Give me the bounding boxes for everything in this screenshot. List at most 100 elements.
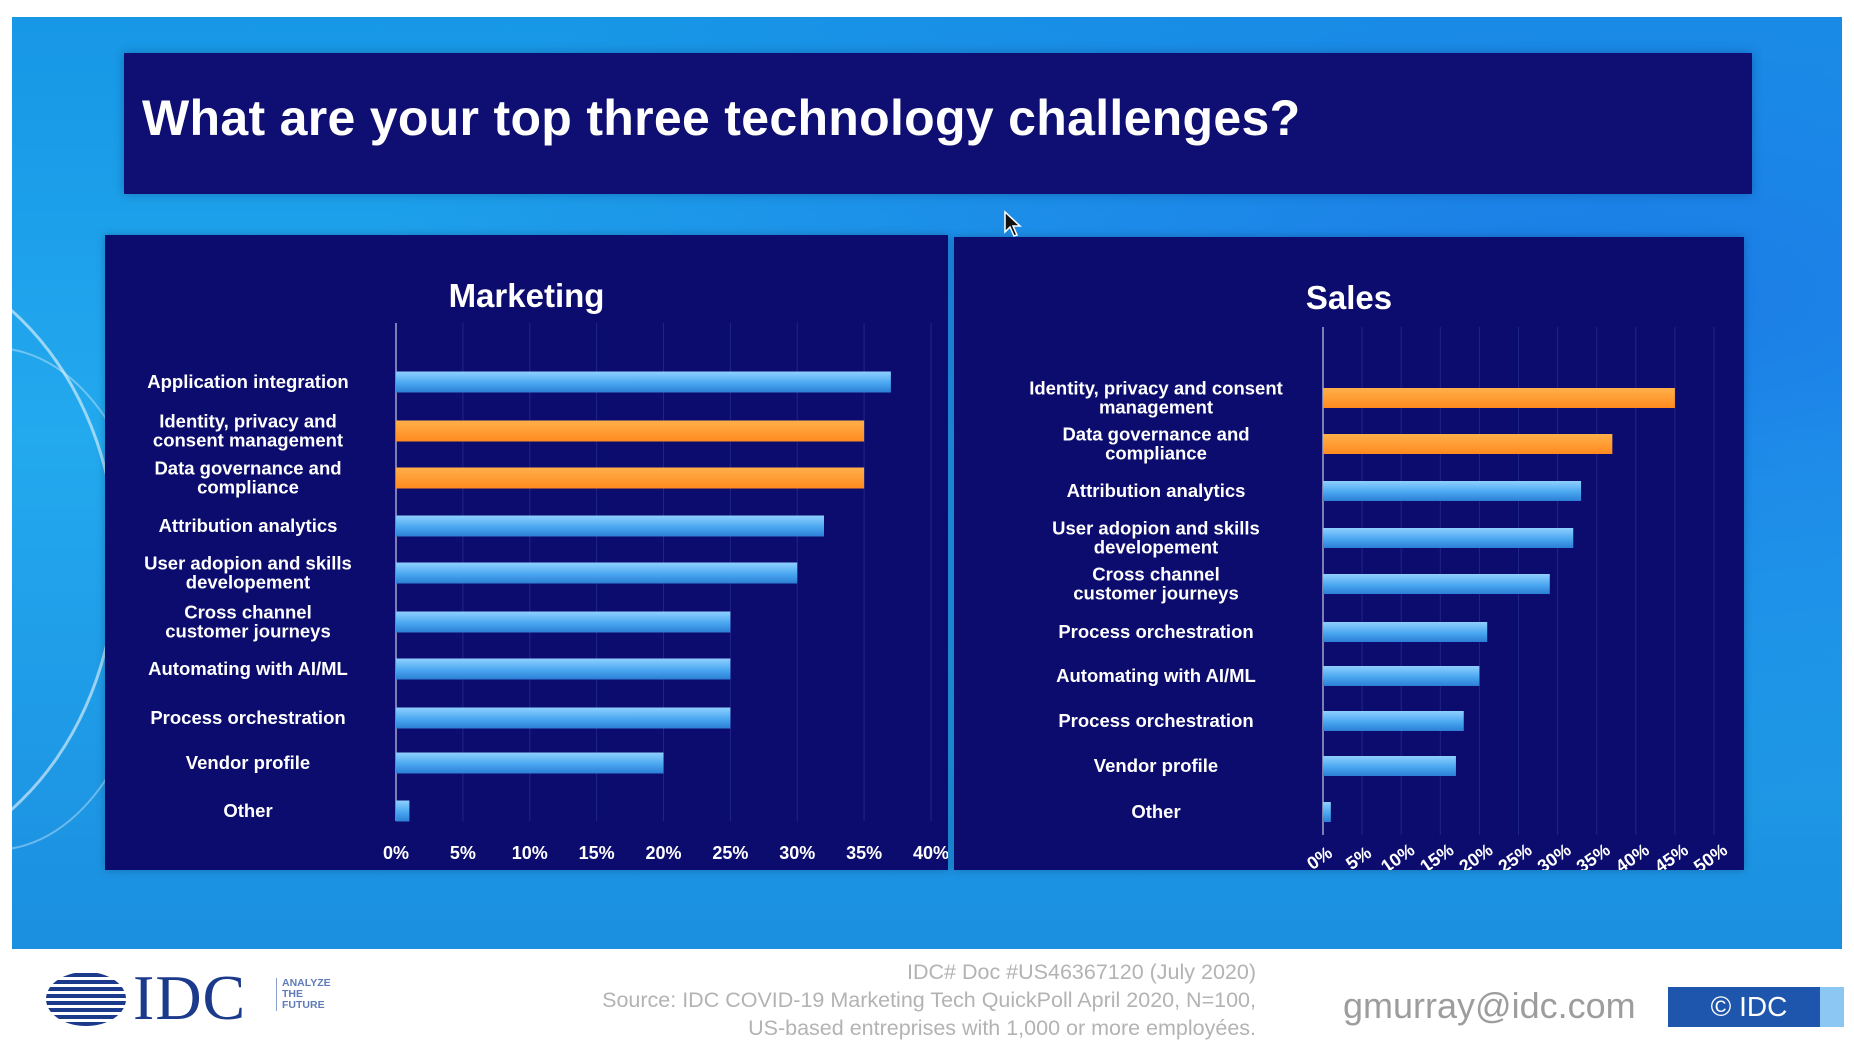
category-label: Process orchestration	[1058, 710, 1253, 731]
category-label: Attribution analytics	[1067, 480, 1246, 501]
category-label: Identity, privacy and consent management	[1029, 378, 1283, 418]
category-label: Identity, privacy and consent management	[153, 411, 343, 451]
x-tick-label: 50%	[1690, 840, 1731, 870]
bar	[1323, 434, 1613, 454]
bar	[1323, 388, 1675, 408]
slide-title: What are your top three technology chall…	[142, 90, 1301, 146]
category-label-line: customer journeys	[165, 621, 331, 642]
category-label-line: Identity, privacy and consent	[1029, 378, 1283, 399]
x-tick-label: 0%	[1303, 842, 1336, 870]
category-label-line: Attribution analytics	[1067, 480, 1246, 501]
category-label-line: Cross channel	[184, 602, 312, 623]
category-label: Automating with AI/ML	[1056, 665, 1256, 686]
copyright-badge-edge	[1820, 987, 1844, 1027]
category-label-line: Data governance and	[1062, 424, 1249, 445]
document-id: IDC# Doc #US46367120 (July 2020)	[907, 960, 1256, 984]
idc-logo-text: IDC	[133, 962, 247, 1033]
x-tick-label: 20%	[1455, 840, 1496, 870]
bar	[1323, 574, 1550, 594]
copyright-badge: © IDC	[1668, 987, 1830, 1027]
category-label-line: User adopion and skills	[144, 553, 352, 574]
sales-bar-chart: Identity, privacy and consent management D…	[1029, 327, 1731, 870]
bar	[1323, 802, 1331, 822]
x-tick-label: 15%	[1416, 840, 1457, 870]
source-line-2: US-based entreprises with 1,000 or more …	[748, 1016, 1256, 1040]
bar	[396, 467, 865, 489]
bar	[1323, 481, 1582, 501]
marketing-chart-title: Marketing	[448, 277, 605, 314]
category-label-line: Automating with AI/ML	[148, 658, 348, 679]
category-label: Cross channel customer journeys	[165, 602, 331, 642]
x-tick-label: 10%	[1377, 840, 1418, 870]
bar	[1323, 666, 1480, 686]
bar	[396, 707, 731, 729]
mouse-cursor-icon	[1004, 210, 1022, 237]
category-label-line: customer journeys	[1073, 583, 1239, 604]
bar	[396, 611, 731, 633]
category-label: User adopion and skills developement	[1052, 518, 1260, 558]
category-label-line: Identity, privacy and	[159, 411, 337, 432]
x-tick-label: 40%	[913, 843, 948, 863]
category-label-line: developement	[1094, 537, 1218, 558]
bar	[396, 658, 731, 680]
category-label-line: Other	[223, 800, 272, 821]
x-tick-label: 0%	[383, 843, 409, 863]
category-label-line: Process orchestration	[150, 707, 345, 728]
x-tick-label: 5%	[450, 843, 476, 863]
sales-chart-title: Sales	[1305, 279, 1393, 316]
bar	[396, 371, 891, 393]
category-label-line: developement	[186, 572, 310, 593]
category-label-line: Cross channel	[1092, 564, 1220, 585]
category-label-line: Vendor profile	[1094, 755, 1218, 776]
category-label: Other	[1131, 801, 1180, 822]
category-label-line: management	[1099, 397, 1213, 418]
category-label: Attribution analytics	[159, 515, 338, 536]
x-tick-label: 25%	[712, 843, 748, 863]
category-label-line: Process orchestration	[1058, 621, 1253, 642]
bar	[1323, 756, 1456, 776]
category-label: Data governance and compliance	[154, 458, 341, 498]
category-label-line: Other	[1131, 801, 1180, 822]
category-label: Application integration	[147, 371, 348, 392]
bar	[396, 752, 664, 774]
x-tick-label: 40%	[1612, 840, 1653, 870]
category-label-line: Process orchestration	[1058, 710, 1253, 731]
category-label: Vendor profile	[186, 752, 310, 773]
title-bar: What are your top three technology chall…	[124, 53, 1752, 194]
x-tick-label: 35%	[1573, 840, 1614, 870]
x-tick-label: 30%	[779, 843, 815, 863]
marketing-chart-panel: Marketing Application integration Identit…	[105, 235, 948, 870]
category-label: Automating with AI/ML	[148, 658, 348, 679]
idc-tagline: ANALYZE THE FUTURE	[276, 978, 342, 1011]
bar	[396, 515, 824, 537]
category-label: Process orchestration	[1058, 621, 1253, 642]
category-label-line: Data governance and	[154, 458, 341, 479]
category-label-line: Application integration	[147, 371, 348, 392]
tagline-line: FUTURE	[282, 999, 325, 1011]
bar	[1323, 622, 1488, 642]
x-tick-label: 5%	[1342, 842, 1375, 870]
bar	[1323, 711, 1464, 731]
x-tick-label: 35%	[846, 843, 882, 863]
sales-chart-panel: Sales Identity, privacy and consent manag…	[954, 237, 1744, 870]
tagline-line: THE	[282, 988, 303, 1000]
bar	[396, 562, 798, 584]
x-tick-label: 15%	[579, 843, 615, 863]
idc-logo: IDC ANALYZE THE FUTURE	[43, 962, 331, 1033]
category-label: Other	[223, 800, 272, 821]
category-label: Cross channel customer journeys	[1073, 564, 1239, 604]
slide: What are your top three technology chall…	[12, 17, 1842, 949]
contact-email: gmurray@idc.com	[1343, 985, 1636, 1026]
category-label-line: consent management	[153, 430, 343, 451]
category-label-line: compliance	[197, 477, 299, 498]
category-label-line: compliance	[1105, 443, 1207, 464]
category-label: Data governance and compliance	[1062, 424, 1249, 464]
category-label-line: Attribution analytics	[159, 515, 338, 536]
x-tick-label: 25%	[1495, 840, 1536, 870]
bar	[1323, 528, 1574, 548]
x-tick-label: 10%	[512, 843, 548, 863]
marketing-bar-chart: Application integration Identity, privacy…	[144, 323, 948, 863]
x-tick-label: 45%	[1651, 840, 1692, 870]
tagline-line: ANALYZE	[282, 977, 331, 989]
category-label-line: Automating with AI/ML	[1056, 665, 1256, 686]
